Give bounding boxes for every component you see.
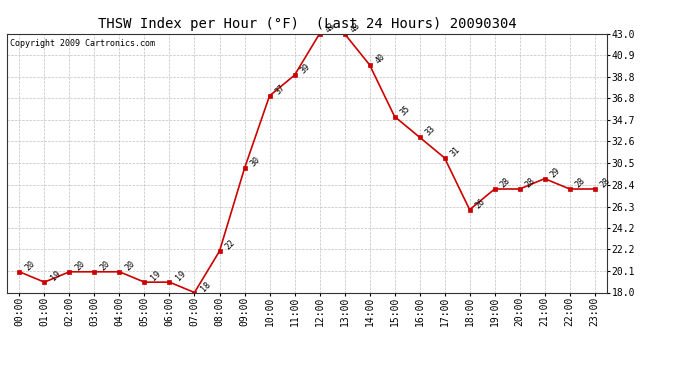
- Title: THSW Index per Hour (°F)  (Last 24 Hours) 20090304: THSW Index per Hour (°F) (Last 24 Hours)…: [98, 17, 516, 31]
- Text: 28: 28: [524, 176, 538, 190]
- Text: 19: 19: [48, 269, 62, 283]
- Text: 19: 19: [148, 269, 162, 283]
- Text: 43: 43: [348, 21, 362, 34]
- Text: 26: 26: [474, 197, 487, 210]
- Text: 19: 19: [174, 269, 187, 283]
- Text: 20: 20: [74, 259, 87, 272]
- Text: 22: 22: [224, 238, 237, 252]
- Text: 18: 18: [199, 280, 212, 293]
- Text: Copyright 2009 Cartronics.com: Copyright 2009 Cartronics.com: [10, 39, 155, 48]
- Text: 20: 20: [99, 259, 112, 272]
- Text: 30: 30: [248, 156, 262, 169]
- Text: 28: 28: [574, 176, 587, 190]
- Text: 37: 37: [274, 83, 287, 96]
- Text: 39: 39: [299, 62, 312, 76]
- Text: 28: 28: [599, 176, 612, 190]
- Text: 40: 40: [374, 52, 387, 65]
- Text: 20: 20: [23, 259, 37, 272]
- Text: 20: 20: [124, 259, 137, 272]
- Text: 29: 29: [549, 166, 562, 179]
- Text: 31: 31: [448, 145, 462, 159]
- Text: 43: 43: [324, 21, 337, 34]
- Text: 33: 33: [424, 124, 437, 138]
- Text: 35: 35: [399, 104, 412, 117]
- Text: 28: 28: [499, 176, 512, 190]
